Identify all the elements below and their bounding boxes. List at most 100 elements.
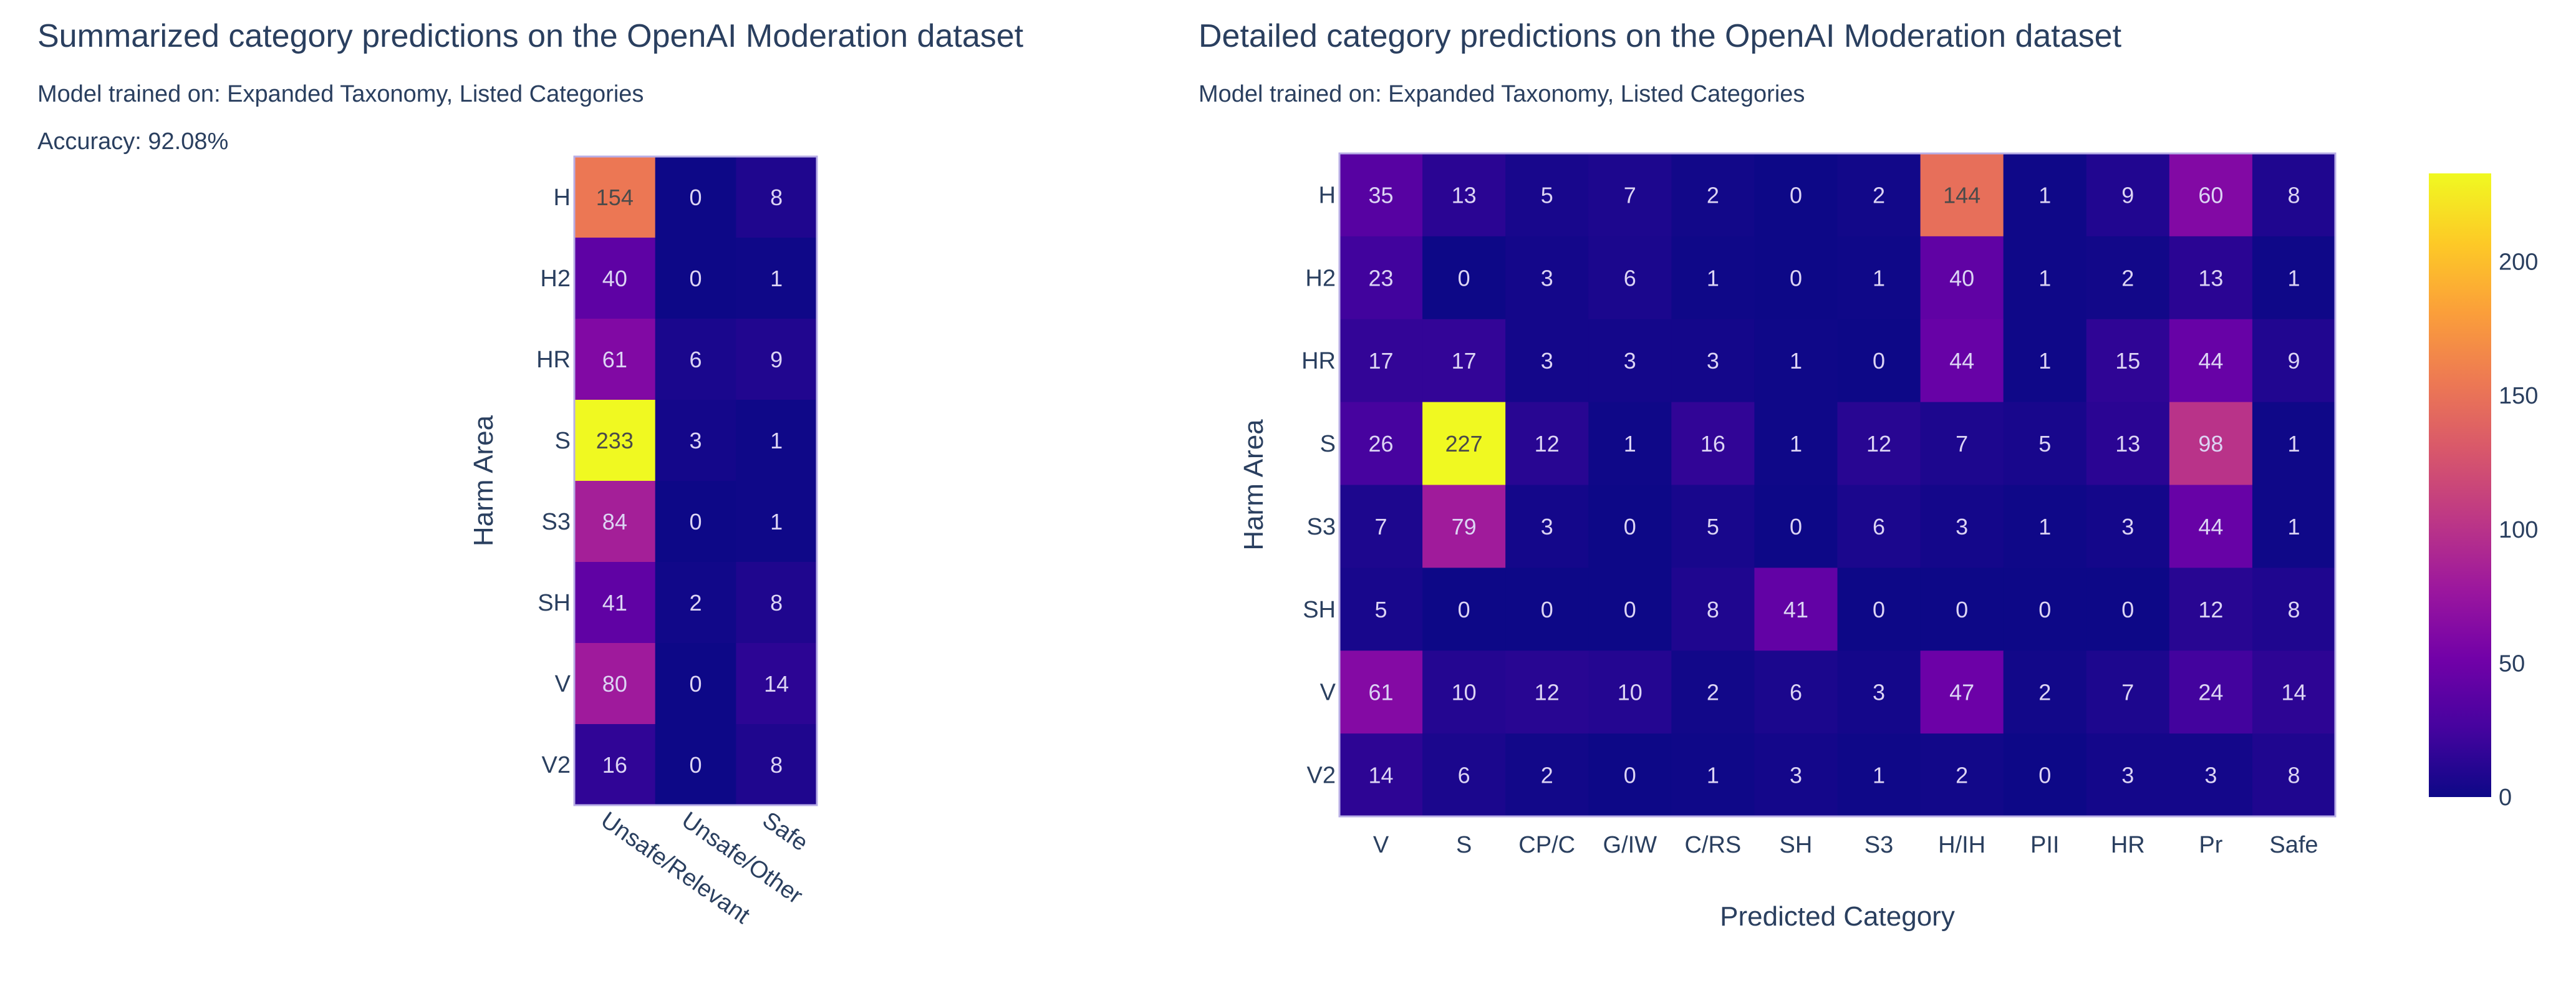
cell-value-label: 6 bbox=[1790, 680, 1802, 705]
heatmap-cell bbox=[2003, 650, 2087, 734]
heatmap-cell bbox=[1588, 485, 1672, 568]
heatmap-cell bbox=[1505, 485, 1589, 568]
cell-value-label: 1 bbox=[1707, 763, 1719, 788]
cell-value-label: 13 bbox=[2198, 265, 2223, 291]
x-tick-label: Safe bbox=[758, 807, 813, 856]
colorbar-gradient bbox=[2429, 173, 2491, 797]
heatmap-cell bbox=[1837, 402, 1921, 485]
cell-value-label: 40 bbox=[602, 266, 627, 291]
cell-value-label: 1 bbox=[770, 266, 783, 291]
cell-value-label: 60 bbox=[2198, 182, 2223, 208]
cell-value-label: 6 bbox=[1624, 265, 1636, 291]
heatmap-cell bbox=[655, 238, 736, 319]
heatmap-cell bbox=[1588, 568, 1672, 651]
heatmap-cell bbox=[1422, 402, 1506, 485]
heatmap-cell bbox=[1505, 153, 1589, 237]
cell-value-label: 8 bbox=[2287, 763, 2300, 788]
heatmap-cell bbox=[2086, 402, 2170, 485]
heatmap-cell bbox=[1588, 733, 1672, 817]
heatmap-cell bbox=[1588, 236, 1672, 320]
cell-value-label: 44 bbox=[2198, 514, 2223, 539]
heatmap-cell bbox=[1588, 650, 1672, 734]
cell-value-label: 0 bbox=[1624, 597, 1636, 622]
cell-value-label: 3 bbox=[1873, 680, 1885, 705]
cell-value-label: 0 bbox=[1458, 597, 1470, 622]
cell-value-label: 0 bbox=[689, 185, 702, 210]
heatmap-cell bbox=[1920, 733, 2004, 817]
cell-value-label: 0 bbox=[689, 509, 702, 534]
cell-value-label: 9 bbox=[770, 347, 783, 372]
heatmap-cell bbox=[2252, 733, 2336, 817]
colorbar-tick-label: 100 bbox=[2499, 517, 2538, 543]
y-tick-label: V2 bbox=[1307, 763, 1336, 789]
colorbar-tick-label: 0 bbox=[2499, 785, 2512, 811]
cell-value-label: 12 bbox=[1535, 431, 1560, 457]
cell-value-label: 6 bbox=[689, 347, 702, 372]
cell-value-label: 233 bbox=[596, 428, 634, 453]
heatmap-cell bbox=[2169, 568, 2253, 651]
heatmap-cell bbox=[2003, 485, 2087, 568]
y-tick-label: S3 bbox=[1307, 514, 1336, 540]
cell-value-label: 9 bbox=[2121, 182, 2134, 208]
cell-value-label: 0 bbox=[1873, 597, 1885, 622]
x-tick-label: Safe bbox=[2269, 832, 2318, 858]
heatmap-cell bbox=[2086, 568, 2170, 651]
cell-value-label: 47 bbox=[1949, 680, 1974, 705]
heatmap-cell bbox=[655, 481, 736, 563]
cell-value-label: 1 bbox=[2287, 431, 2300, 457]
heatmap-cell bbox=[1920, 236, 2004, 320]
heatmap-cell bbox=[2003, 319, 2087, 403]
cell-value-label: 3 bbox=[2204, 763, 2217, 788]
left-chart-title: Summarized category predictions on the O… bbox=[37, 18, 1024, 54]
cell-value-label: 9 bbox=[2287, 348, 2300, 374]
heatmap-cell bbox=[2252, 153, 2336, 237]
cell-value-label: 2 bbox=[1541, 763, 1553, 788]
cell-value-label: 7 bbox=[1375, 514, 1387, 539]
cell-value-label: 13 bbox=[2115, 431, 2140, 457]
heatmap-cell bbox=[1339, 568, 1423, 651]
cell-value-label: 84 bbox=[602, 509, 627, 534]
heatmap-cell bbox=[2003, 236, 2087, 320]
cell-value-label: 227 bbox=[1445, 431, 1483, 457]
cell-value-label: 8 bbox=[770, 590, 783, 616]
heatmap-cell bbox=[1505, 650, 1589, 734]
heatmap-cell bbox=[1671, 485, 1755, 568]
x-tick-label: PII bbox=[2030, 832, 2059, 858]
cell-value-label: 15 bbox=[2115, 348, 2140, 374]
y-tick-label: S bbox=[1320, 431, 1336, 457]
heatmap-cell bbox=[1339, 402, 1423, 485]
x-tick-label: Pr bbox=[2199, 832, 2222, 858]
cell-value-label: 2 bbox=[689, 590, 702, 616]
cell-value-label: 0 bbox=[1790, 265, 1802, 291]
heatmap-cell bbox=[2169, 153, 2253, 237]
y-tick-label: HR bbox=[1301, 348, 1336, 374]
accuracy-annotation: Accuracy: 92.08% bbox=[37, 128, 229, 155]
cell-value-label: 1 bbox=[1790, 431, 1802, 457]
heatmap-cell bbox=[1422, 319, 1506, 403]
cell-value-label: 3 bbox=[2121, 763, 2134, 788]
heatmap-cell bbox=[1505, 733, 1589, 817]
cell-value-label: 2 bbox=[1873, 182, 1885, 208]
heatmap-cell bbox=[1920, 650, 2004, 734]
heatmap-cell bbox=[2169, 319, 2253, 403]
heatmap-cell bbox=[2003, 153, 2087, 237]
heatmap-cell bbox=[1339, 485, 1423, 568]
heatmap-cell bbox=[574, 562, 656, 644]
heatmap-cell bbox=[1339, 319, 1423, 403]
heatmap-cell bbox=[1422, 236, 1506, 320]
cell-value-label: 0 bbox=[1956, 597, 1968, 622]
y-tick-label: V bbox=[1320, 680, 1336, 706]
cell-value-label: 8 bbox=[2287, 597, 2300, 622]
heatmap-cell bbox=[1754, 733, 1838, 817]
heatmap-cell bbox=[1505, 236, 1589, 320]
cell-value-label: 2 bbox=[1707, 680, 1719, 705]
cell-value-label: 14 bbox=[1369, 763, 1394, 788]
cell-value-label: 0 bbox=[2038, 597, 2051, 622]
heatmap-cell bbox=[655, 643, 736, 725]
heatmap-cell bbox=[655, 562, 736, 644]
heatmap-cell bbox=[736, 643, 818, 725]
heatmap-cell bbox=[2169, 236, 2253, 320]
heatmap-cell bbox=[1588, 402, 1672, 485]
